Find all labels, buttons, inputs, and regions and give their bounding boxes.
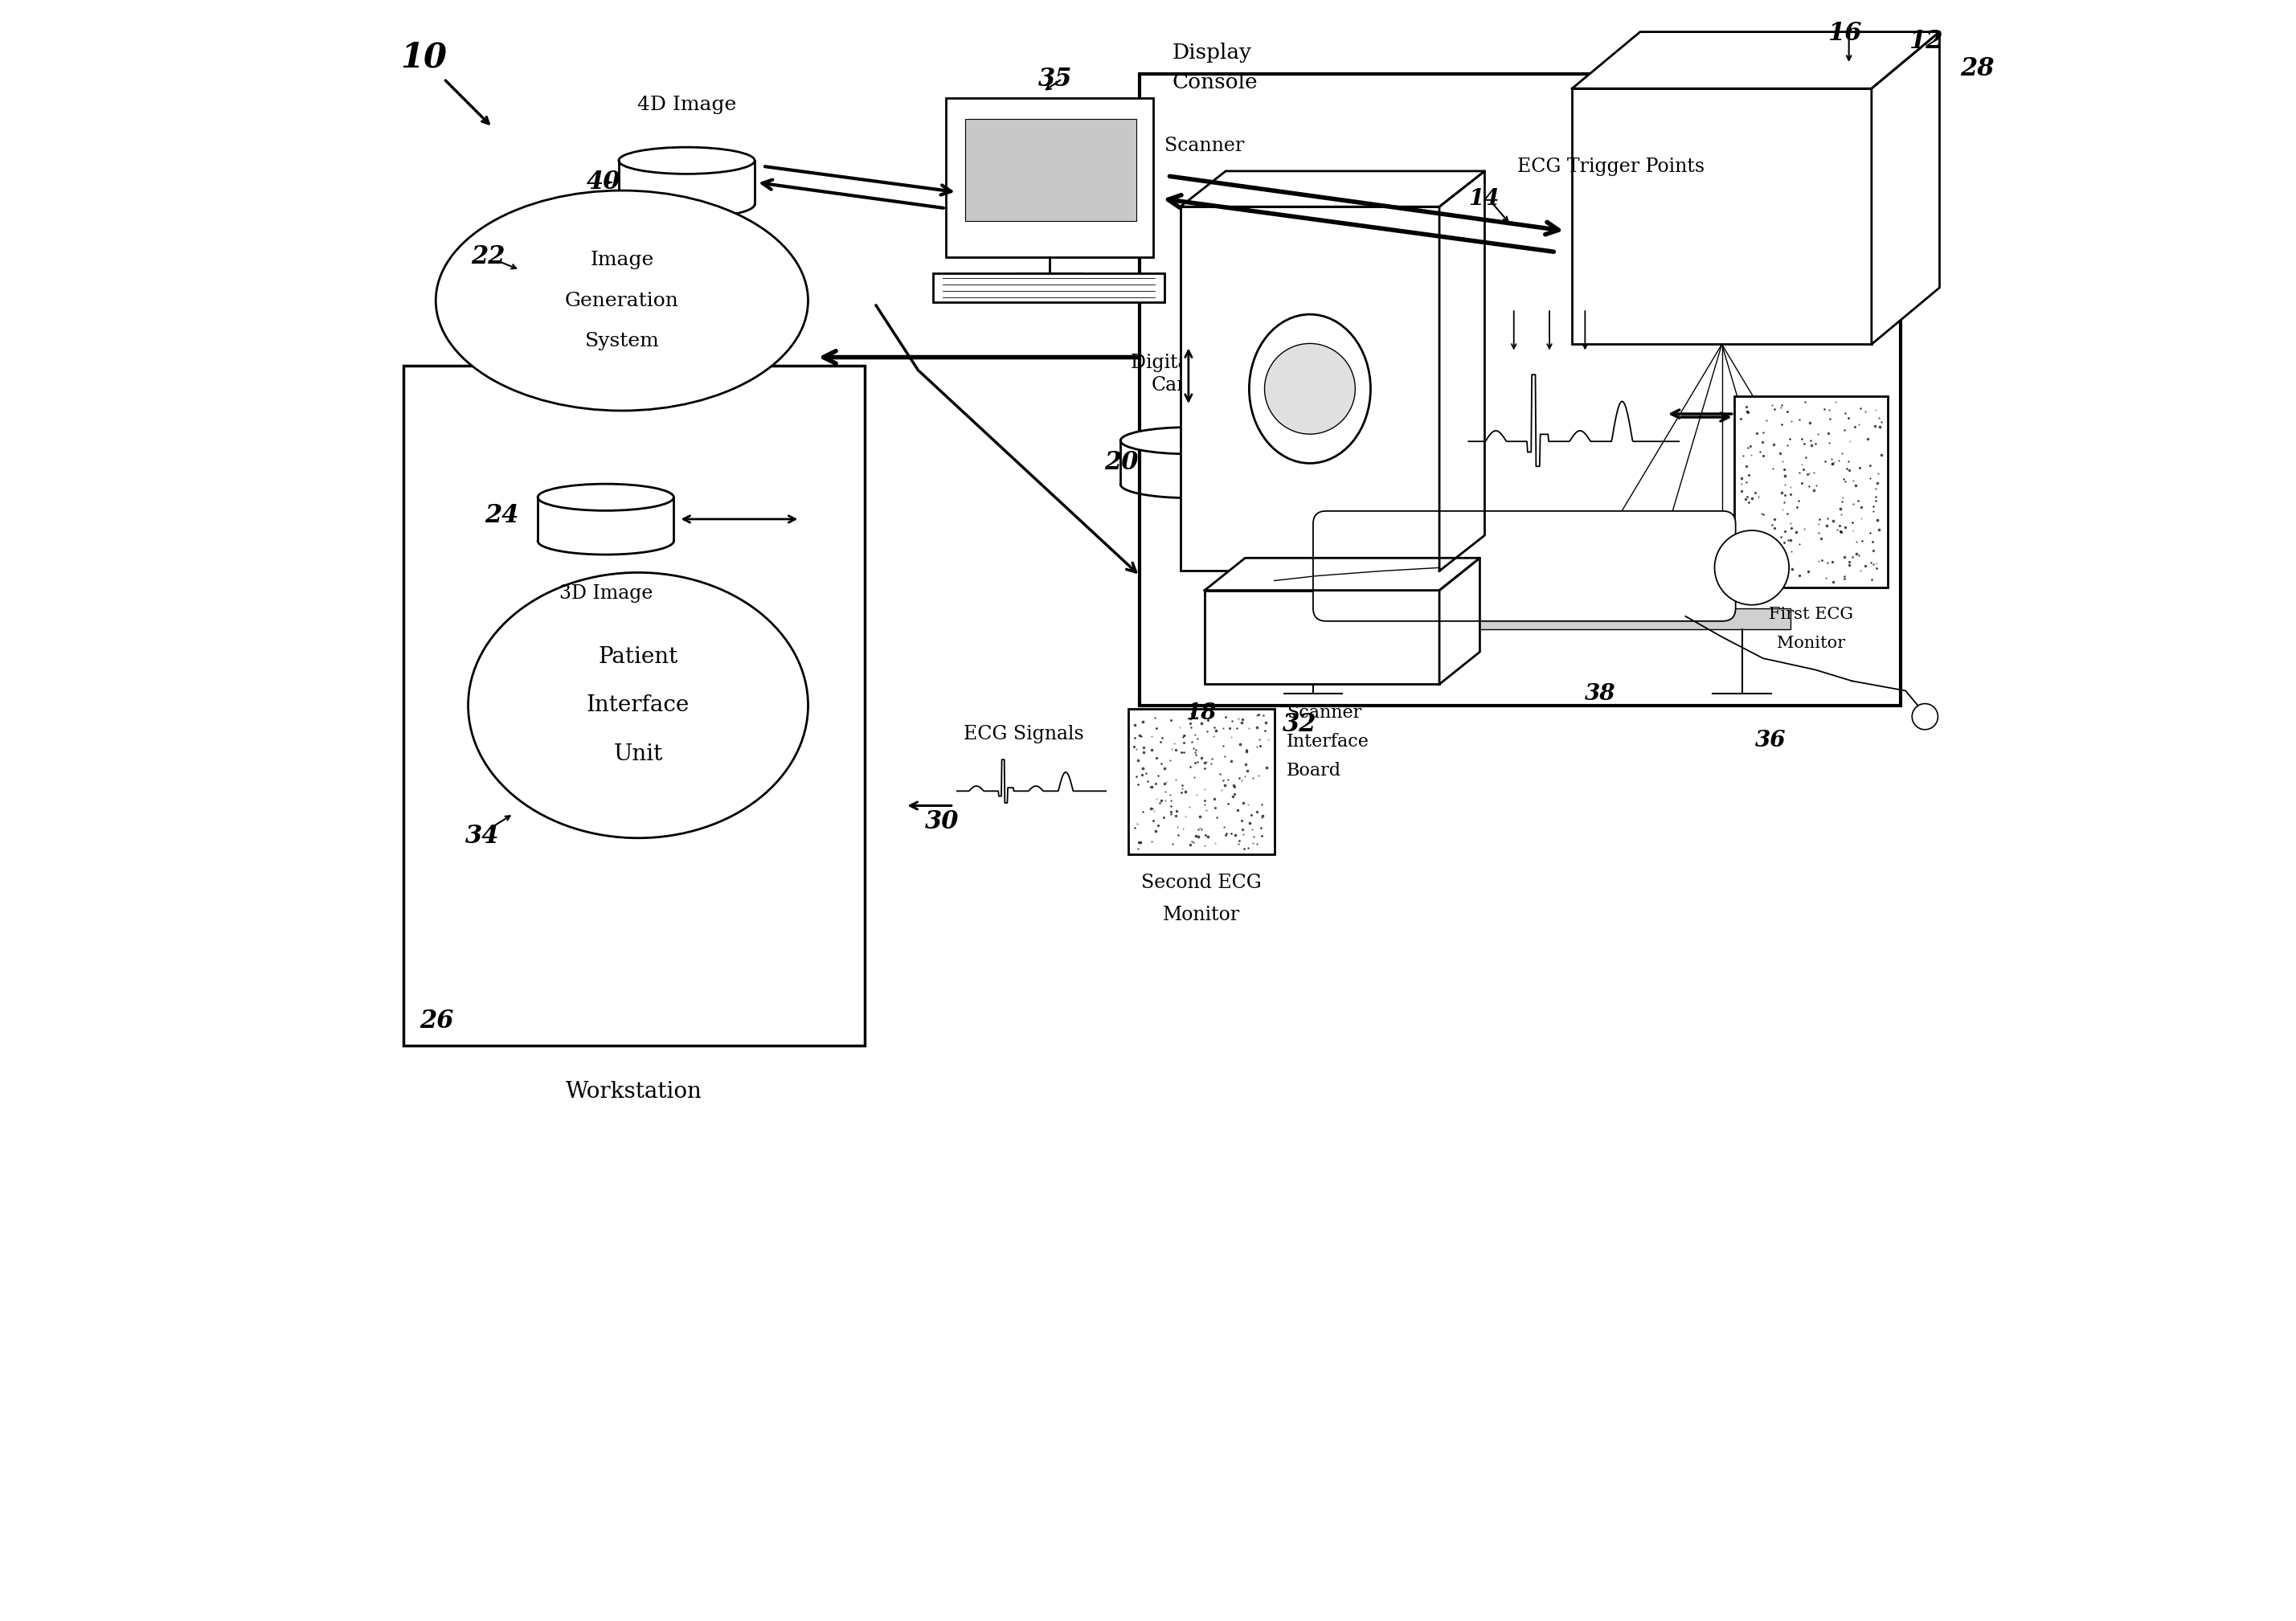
- Text: 22: 22: [471, 245, 505, 269]
- Bar: [1573, 89, 1871, 344]
- Polygon shape: [1573, 32, 1940, 89]
- Text: Interface: Interface: [585, 694, 689, 716]
- Text: Interface: Interface: [1286, 733, 1368, 751]
- Bar: [1265, 608, 1791, 629]
- Text: Second ECG: Second ECG: [1141, 874, 1261, 892]
- Text: Console: Console: [1173, 71, 1258, 92]
- Text: 3D Image: 3D Image: [558, 584, 652, 603]
- Text: Monitor: Monitor: [1777, 635, 1846, 652]
- Text: Generation: Generation: [565, 292, 680, 310]
- Polygon shape: [1440, 558, 1481, 684]
- Bar: [932, 272, 1164, 302]
- Text: 10: 10: [400, 41, 448, 75]
- Text: 24: 24: [484, 504, 519, 528]
- Text: Patient: Patient: [599, 645, 677, 668]
- Ellipse shape: [436, 191, 808, 410]
- Circle shape: [1265, 344, 1355, 434]
- Text: Display: Display: [1173, 42, 1251, 63]
- Text: ECG Signals: ECG Signals: [964, 725, 1084, 744]
- Bar: [1733, 396, 1887, 587]
- Text: Digital Data: Digital Data: [1130, 353, 1247, 371]
- Polygon shape: [1205, 558, 1481, 590]
- Text: System: System: [585, 332, 659, 350]
- Bar: [1180, 207, 1440, 571]
- Polygon shape: [1871, 32, 1940, 344]
- Text: Scanner: Scanner: [1286, 704, 1362, 721]
- Text: 40: 40: [585, 170, 620, 195]
- Bar: [1130, 708, 1274, 854]
- Text: 30: 30: [925, 809, 960, 835]
- Polygon shape: [1180, 172, 1486, 207]
- Text: Unit: Unit: [613, 742, 664, 765]
- Bar: [404, 365, 866, 1046]
- Text: 20: 20: [1104, 451, 1139, 475]
- Text: Board: Board: [1286, 762, 1341, 780]
- Circle shape: [1715, 530, 1789, 605]
- Text: 28: 28: [1961, 57, 1995, 81]
- Text: 18: 18: [1185, 702, 1217, 725]
- Text: ECG Trigger Points: ECG Trigger Points: [1518, 157, 1704, 177]
- Text: 32: 32: [1283, 712, 1316, 738]
- FancyBboxPatch shape: [1313, 511, 1736, 621]
- Bar: [964, 120, 1137, 222]
- Ellipse shape: [1120, 428, 1256, 454]
- Text: 12: 12: [1908, 29, 1942, 53]
- Text: Cardiac: Cardiac: [1150, 376, 1226, 394]
- Text: 14: 14: [1469, 188, 1499, 209]
- Bar: [1205, 590, 1440, 684]
- Text: 16: 16: [1828, 21, 1862, 45]
- Ellipse shape: [1249, 314, 1371, 464]
- Text: 36: 36: [1754, 729, 1786, 752]
- Ellipse shape: [618, 148, 755, 173]
- Bar: [1139, 75, 1901, 705]
- Bar: [946, 99, 1153, 256]
- Ellipse shape: [468, 572, 808, 838]
- Text: 35: 35: [1038, 66, 1072, 91]
- Text: Monitor: Monitor: [1162, 906, 1240, 924]
- Text: 34: 34: [464, 823, 498, 849]
- Circle shape: [1913, 704, 1938, 729]
- Text: First ECG: First ECG: [1768, 606, 1853, 622]
- Text: 26: 26: [420, 1008, 455, 1034]
- Text: 4D Image: 4D Image: [638, 96, 737, 115]
- Text: Image: Image: [590, 251, 654, 269]
- Polygon shape: [1440, 172, 1486, 571]
- Text: Scanner: Scanner: [1164, 136, 1244, 156]
- Text: 38: 38: [1584, 682, 1616, 705]
- Ellipse shape: [537, 485, 673, 511]
- Text: Workstation: Workstation: [565, 1081, 703, 1102]
